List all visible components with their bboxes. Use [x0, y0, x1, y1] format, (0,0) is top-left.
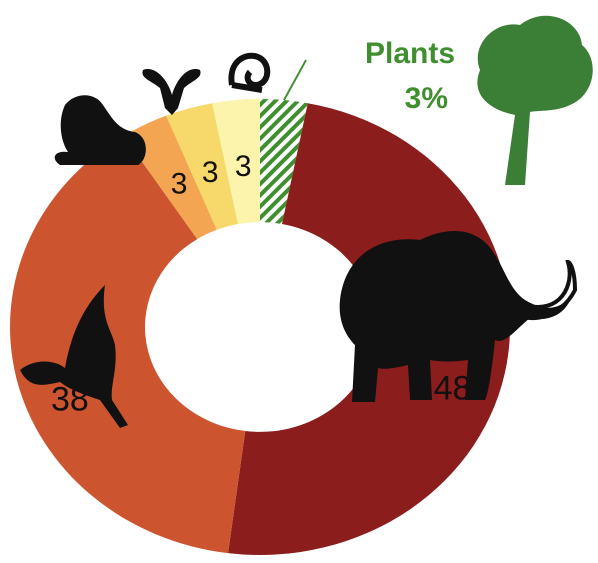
value-label: 3	[171, 167, 188, 200]
category-label: Plants	[365, 37, 455, 70]
value-label: 3%	[405, 82, 448, 115]
value-label: 3	[235, 150, 252, 183]
page: {"chart_data": {"type": "donut", "catego…	[0, 0, 598, 563]
value-label: 48	[434, 369, 472, 407]
frog-icon	[55, 95, 146, 165]
value-label: 3	[202, 156, 219, 189]
leader-line	[284, 60, 306, 100]
shell-icon	[231, 56, 267, 90]
tree-icon	[477, 16, 592, 185]
chart: Plants3%4838333	[0, 0, 598, 563]
